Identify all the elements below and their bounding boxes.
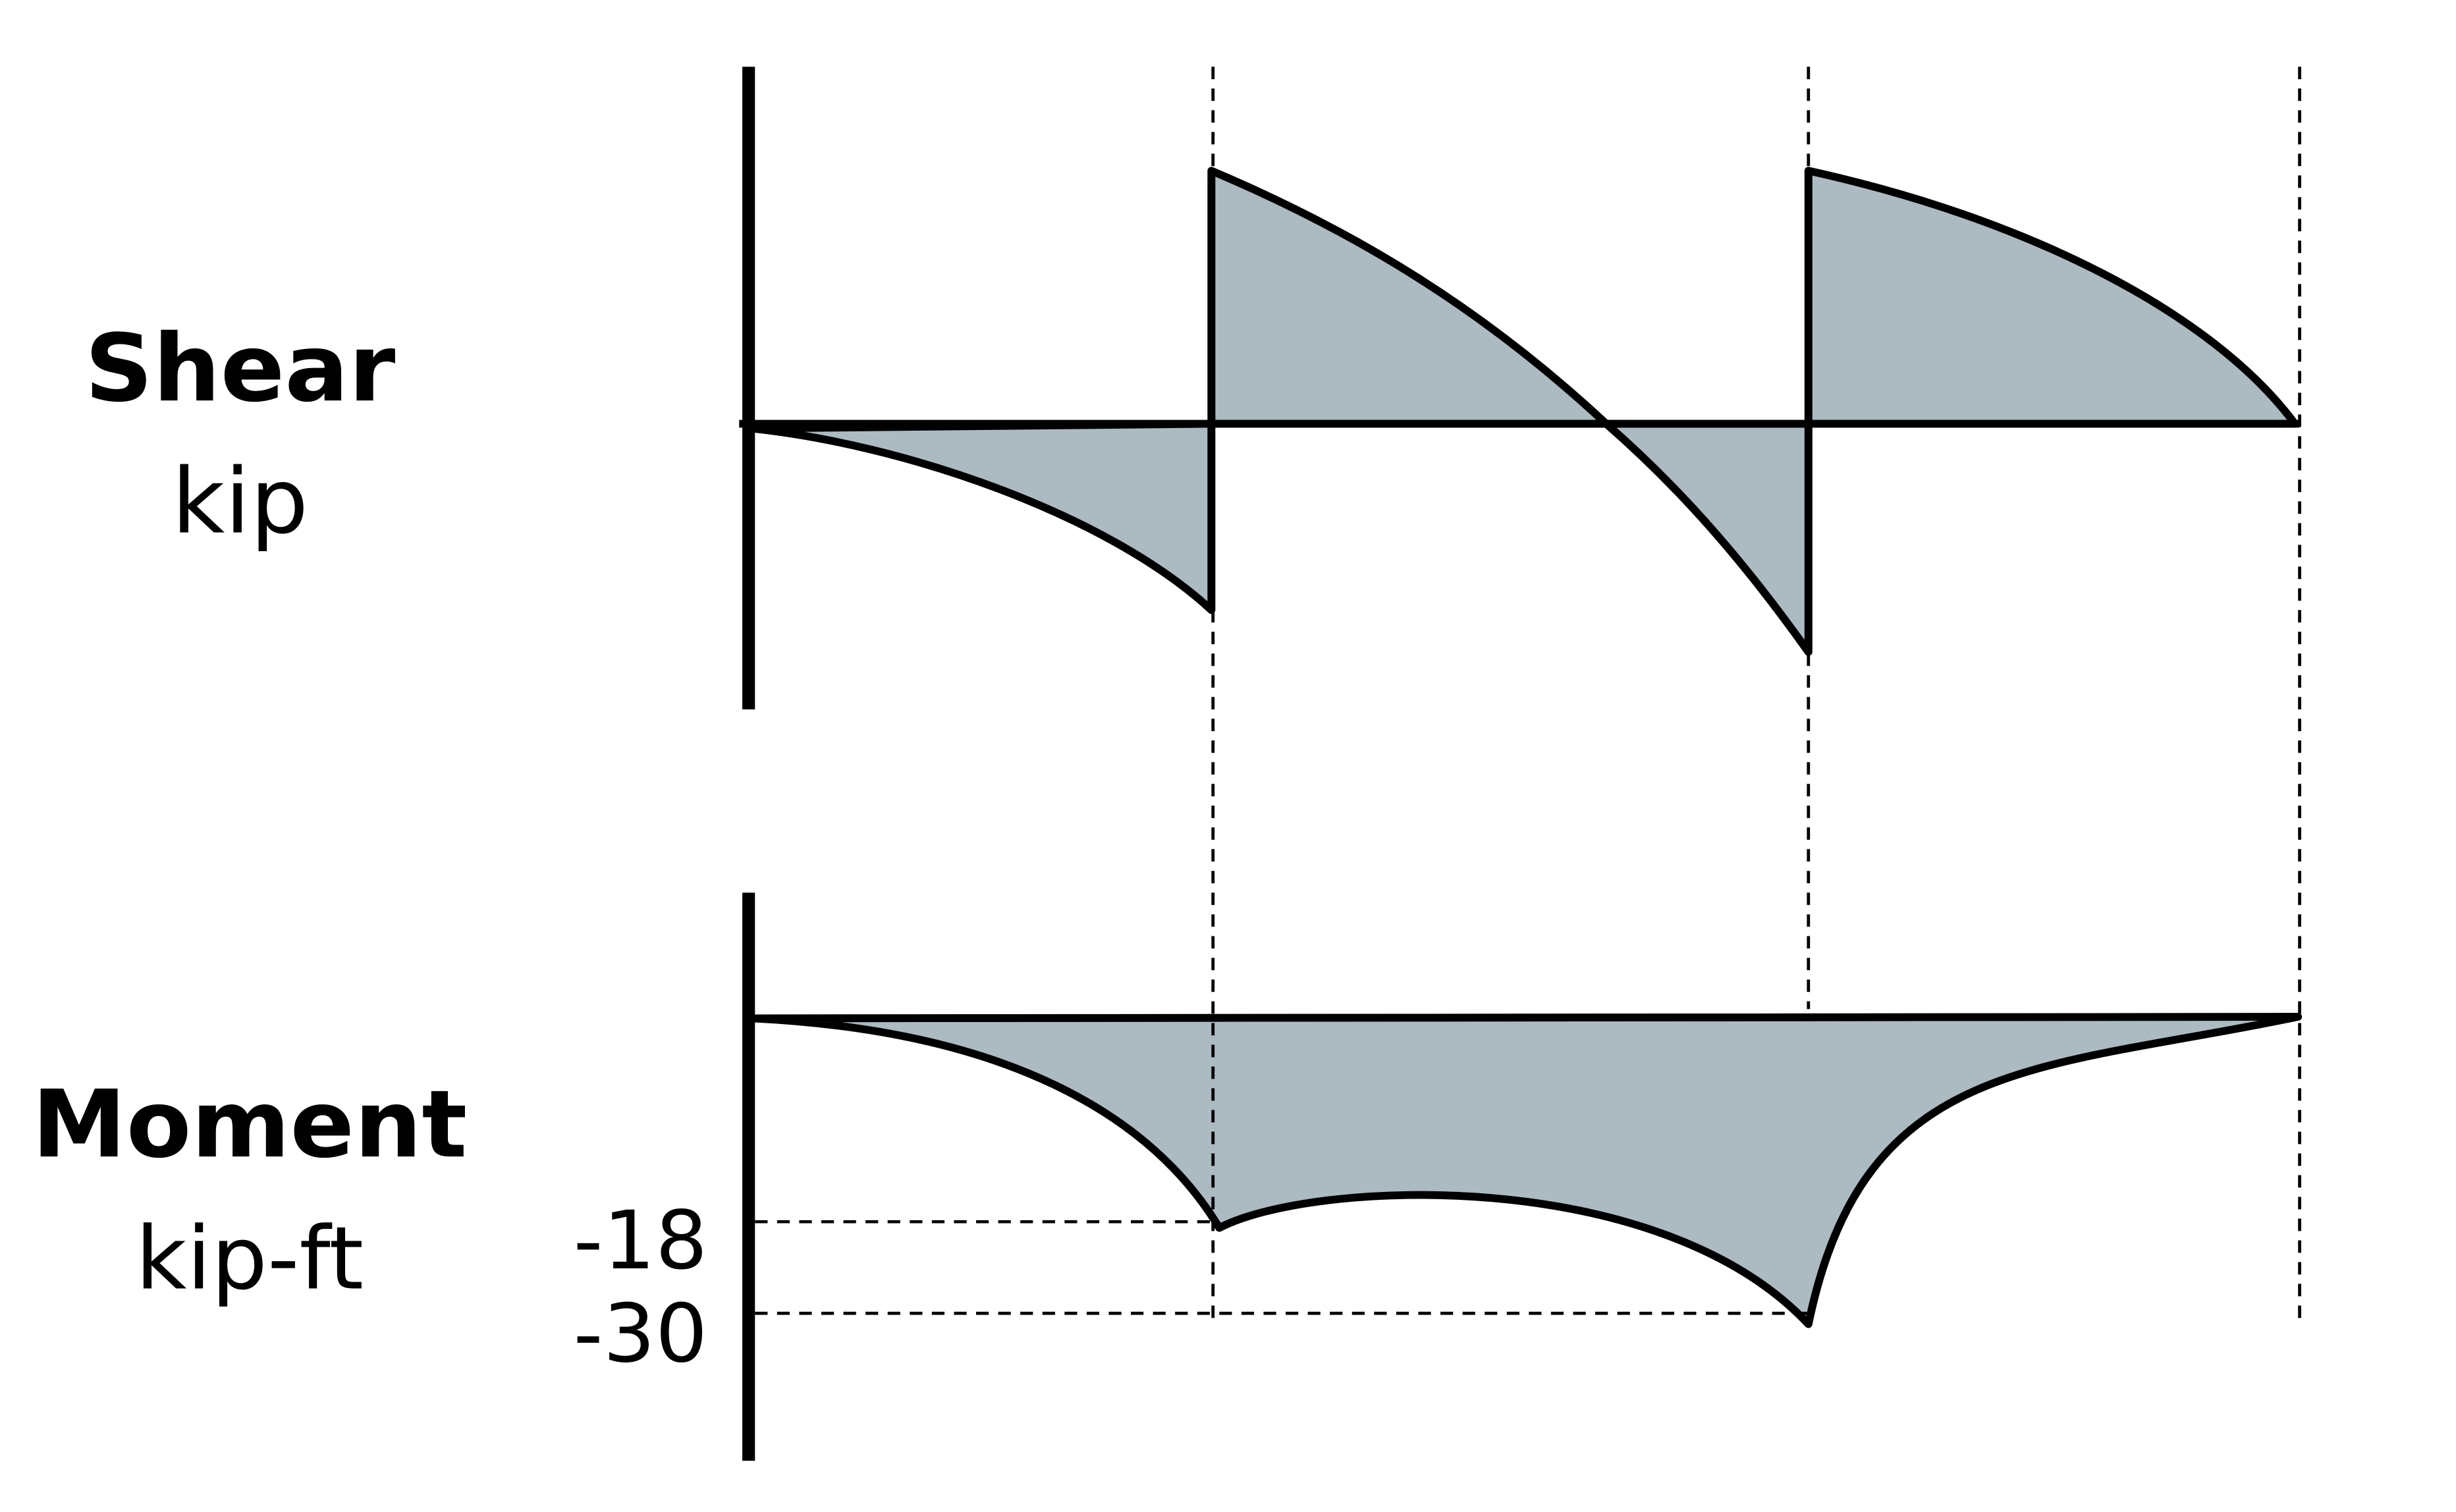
shear-region-3: [1602, 419, 1813, 656]
moment-region: [748, 1013, 2303, 1328]
shear-unit: kip: [172, 449, 308, 554]
moment-baseline: [751, 1013, 2299, 1023]
moment-value-a-label: -18: [574, 1194, 708, 1288]
shear-region-4: [1804, 167, 2299, 428]
moment-unit: kip-ft: [136, 1208, 364, 1310]
shear-region-2: [1207, 167, 1610, 428]
shear-diagram: [739, 67, 2300, 710]
moment-diagram: [742, 892, 2303, 1461]
section-guides: [1211, 67, 2301, 1320]
shear-title: Shear: [85, 314, 396, 423]
moment-value-b-label: -30: [574, 1287, 708, 1381]
moment-title: Moment: [32, 1070, 468, 1179]
shear-region-1: [748, 419, 1216, 614]
